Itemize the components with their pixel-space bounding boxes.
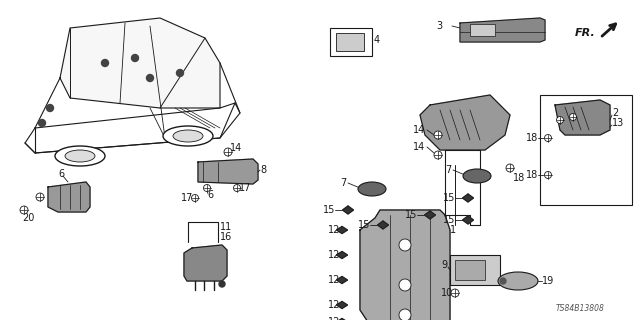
Polygon shape — [342, 206, 353, 214]
Bar — [330, 28, 372, 56]
Text: 16: 16 — [220, 232, 232, 242]
Text: 12: 12 — [328, 250, 340, 260]
Ellipse shape — [463, 169, 491, 183]
Polygon shape — [555, 100, 610, 135]
Circle shape — [219, 281, 225, 287]
Text: 4: 4 — [374, 35, 380, 45]
Circle shape — [177, 69, 184, 76]
Ellipse shape — [55, 146, 105, 166]
Text: 12: 12 — [328, 275, 340, 285]
Circle shape — [234, 185, 241, 191]
Bar — [336, 33, 364, 51]
Text: 1: 1 — [450, 225, 456, 235]
Polygon shape — [337, 227, 348, 234]
Polygon shape — [424, 211, 435, 219]
Polygon shape — [60, 18, 220, 108]
Polygon shape — [198, 159, 258, 184]
Text: 9: 9 — [441, 260, 447, 270]
Circle shape — [506, 164, 514, 172]
Text: 8: 8 — [260, 165, 266, 175]
Polygon shape — [420, 95, 510, 150]
Text: 3: 3 — [436, 21, 442, 31]
Polygon shape — [184, 245, 227, 281]
Text: 15: 15 — [404, 210, 417, 220]
Circle shape — [38, 119, 45, 126]
Bar — [455, 260, 485, 280]
Circle shape — [204, 185, 211, 191]
Ellipse shape — [65, 150, 95, 162]
Circle shape — [500, 278, 506, 284]
Polygon shape — [463, 216, 474, 224]
Circle shape — [36, 193, 44, 201]
Polygon shape — [460, 18, 545, 42]
Circle shape — [399, 239, 411, 251]
Circle shape — [557, 116, 563, 124]
Text: 15: 15 — [358, 220, 370, 230]
Polygon shape — [337, 252, 348, 259]
Text: 15: 15 — [323, 205, 335, 215]
Text: 11: 11 — [220, 222, 232, 232]
Text: FR.: FR. — [575, 28, 596, 38]
Circle shape — [570, 114, 577, 121]
Polygon shape — [48, 182, 90, 212]
Text: TS84B13808: TS84B13808 — [556, 304, 604, 313]
Bar — [450, 255, 500, 285]
Text: 14: 14 — [230, 143, 243, 153]
Text: 2: 2 — [612, 108, 618, 118]
Bar — [470, 24, 495, 36]
Text: 14: 14 — [413, 125, 425, 135]
Circle shape — [399, 309, 411, 320]
Polygon shape — [360, 210, 450, 320]
Text: 7: 7 — [445, 165, 451, 175]
Text: 6: 6 — [58, 169, 64, 179]
Ellipse shape — [358, 182, 386, 196]
Circle shape — [399, 279, 411, 291]
Circle shape — [545, 134, 552, 141]
Text: 17: 17 — [239, 183, 252, 193]
Ellipse shape — [173, 130, 203, 142]
Circle shape — [131, 54, 138, 61]
Text: 14: 14 — [413, 142, 425, 152]
Text: 10: 10 — [441, 288, 453, 298]
Circle shape — [545, 172, 552, 179]
Ellipse shape — [498, 272, 538, 290]
Text: 12: 12 — [328, 317, 340, 320]
Text: 15: 15 — [443, 193, 455, 203]
Text: 18: 18 — [525, 133, 538, 143]
Ellipse shape — [163, 126, 213, 146]
Text: 6: 6 — [207, 190, 213, 200]
Text: 18: 18 — [513, 173, 525, 183]
Polygon shape — [337, 276, 348, 284]
Text: 13: 13 — [612, 118, 624, 128]
Text: 12: 12 — [328, 225, 340, 235]
Polygon shape — [378, 221, 388, 229]
Polygon shape — [337, 318, 348, 320]
Circle shape — [434, 151, 442, 159]
Polygon shape — [337, 301, 348, 308]
Circle shape — [224, 148, 232, 156]
Text: 15: 15 — [443, 215, 455, 225]
Circle shape — [102, 60, 109, 67]
Text: 5: 5 — [452, 265, 458, 275]
Text: 18: 18 — [525, 170, 538, 180]
Circle shape — [20, 206, 28, 214]
Text: 20: 20 — [22, 213, 35, 223]
Circle shape — [434, 131, 442, 139]
Text: 17: 17 — [180, 193, 193, 203]
Polygon shape — [463, 194, 474, 202]
Circle shape — [147, 75, 154, 82]
Text: 7: 7 — [340, 178, 346, 188]
Circle shape — [451, 289, 459, 297]
Text: 12: 12 — [328, 300, 340, 310]
Bar — [540, 95, 632, 205]
Text: 19: 19 — [542, 276, 554, 286]
Circle shape — [191, 195, 198, 202]
Circle shape — [47, 105, 54, 111]
